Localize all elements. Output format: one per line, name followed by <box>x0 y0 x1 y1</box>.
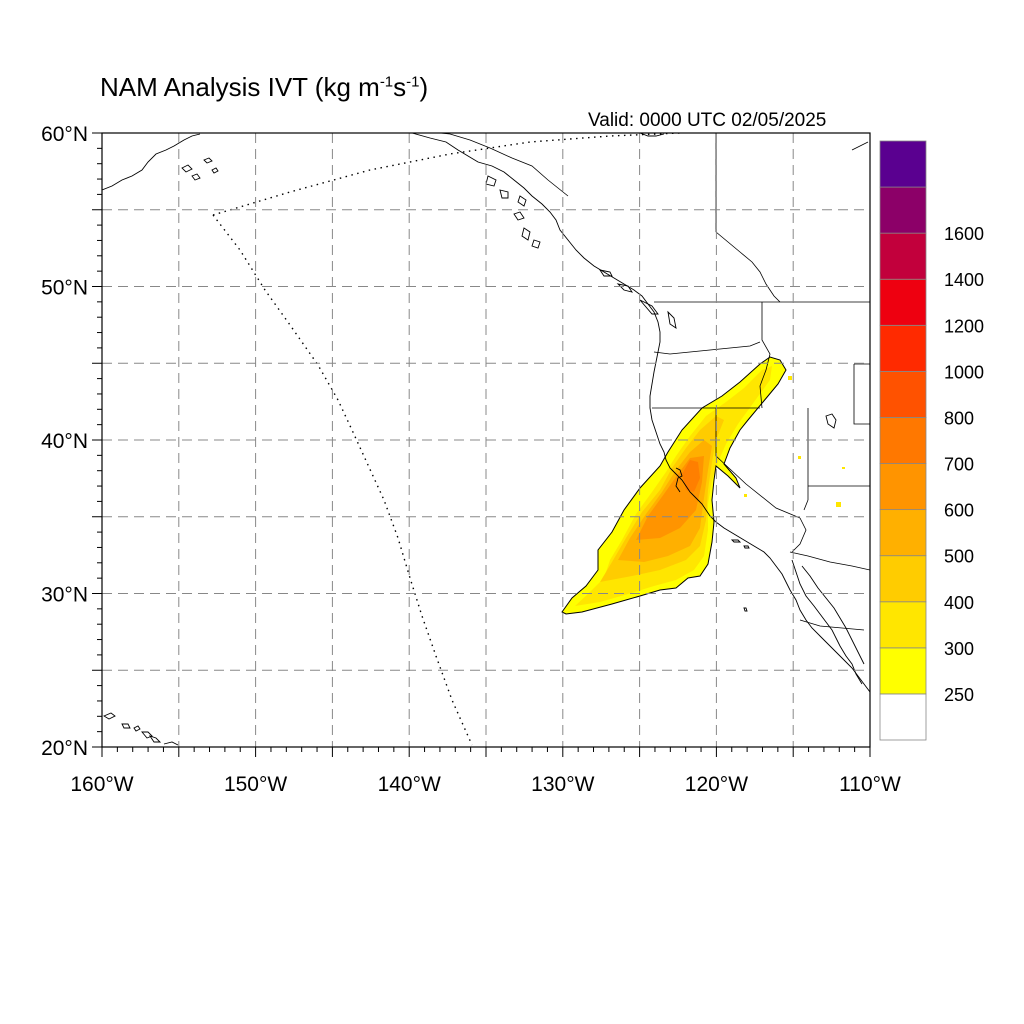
colorbar-level-label: 800 <box>944 408 974 428</box>
colorbar-box <box>879 463 927 511</box>
lat-axis-labels: 20°N 30°N 40°N 50°N 60°N <box>41 123 88 760</box>
colorbar-box <box>879 555 927 603</box>
colorbar-level-label: 1400 <box>944 270 984 290</box>
lon-tick-label: 140°W <box>378 773 441 796</box>
channel-islands <box>730 539 750 612</box>
alaska-canada-border <box>439 133 569 197</box>
az-nm-border <box>803 499 809 511</box>
colorbar-level-label: 500 <box>944 547 974 567</box>
valid-time-label: Valid: 0000 UTC 02/05/2025 <box>588 110 827 131</box>
colorbar-level-label: 300 <box>944 639 974 659</box>
colorbar-box <box>879 601 927 649</box>
colorbar-box <box>879 278 927 326</box>
hudson-coast <box>851 141 869 151</box>
lat-tick-label: 40°N <box>41 430 88 453</box>
alaska-coast <box>102 133 201 191</box>
baja-peninsula <box>791 559 863 685</box>
lon-axis-labels: 160°W 150°W 140°W 130°W 120°W 110°W <box>70 773 901 796</box>
mt-wy-border <box>853 363 870 425</box>
lon-tick-label: 110°W <box>839 773 901 796</box>
colorbar-level-label: 1000 <box>944 362 984 382</box>
aleutian-islands <box>181 157 219 181</box>
axis-ticks <box>92 132 871 757</box>
map-plot-area <box>102 133 870 747</box>
hawaii-islands <box>103 712 179 746</box>
wa-or-border <box>653 341 761 355</box>
idaho-border <box>759 302 771 409</box>
lon-tick-label: 130°W <box>531 773 594 796</box>
sonora-border <box>799 619 865 631</box>
political-boundaries <box>439 133 870 631</box>
colorbar-box <box>879 693 927 741</box>
colorbar-box <box>879 232 927 280</box>
colorbar-box <box>879 370 927 418</box>
colorbar-box <box>879 509 927 557</box>
north-american-coastline <box>411 133 870 693</box>
ivt-contour-700 <box>682 460 700 492</box>
gulf-of-california <box>801 565 865 665</box>
great-salt-lake <box>825 413 837 429</box>
coastlines <box>102 133 870 746</box>
colorbar: 250 300 400 500 600 700 800 1000 1200 1400 1600 <box>879 140 984 741</box>
colorbar-box <box>879 417 927 464</box>
colorbar-level-label: 400 <box>944 593 974 613</box>
lon-tick-label: 160°W <box>70 773 133 796</box>
colorbar-box <box>879 324 927 372</box>
lon-tick-label: 150°W <box>224 773 287 796</box>
alaska-coast-east <box>639 133 665 137</box>
colorbar-box <box>879 140 927 188</box>
lat-tick-label: 50°N <box>41 277 88 300</box>
lat-tick-label: 30°N <box>41 584 88 607</box>
lat-lon-grid <box>102 133 870 747</box>
ivt-plume <box>561 356 845 615</box>
colorbar-box <box>879 647 927 695</box>
ca-az-border <box>791 517 807 553</box>
colorbar-level-label: 700 <box>944 455 974 475</box>
ivt-plume-outline <box>561 356 787 615</box>
colorbar-level-label: 250 <box>944 685 974 705</box>
bc-alberta-border <box>715 231 781 303</box>
colorbar-level-label: 600 <box>944 501 974 521</box>
bc-islands <box>485 175 677 329</box>
colorbar-level-label: 1600 <box>944 224 984 244</box>
sf-bay <box>675 467 683 493</box>
lat-tick-label: 60°N <box>41 123 88 146</box>
chart-title: NAM Analysis IVT (kg m-1s-1) <box>100 72 429 102</box>
colorbar-box <box>879 186 927 234</box>
colorbar-level-label: 1200 <box>944 316 984 336</box>
lat-tick-label: 20°N <box>41 737 88 760</box>
us-mexico-border <box>789 551 870 571</box>
nam-domain-boundary <box>212 133 681 746</box>
lon-tick-label: 120°W <box>685 773 748 796</box>
